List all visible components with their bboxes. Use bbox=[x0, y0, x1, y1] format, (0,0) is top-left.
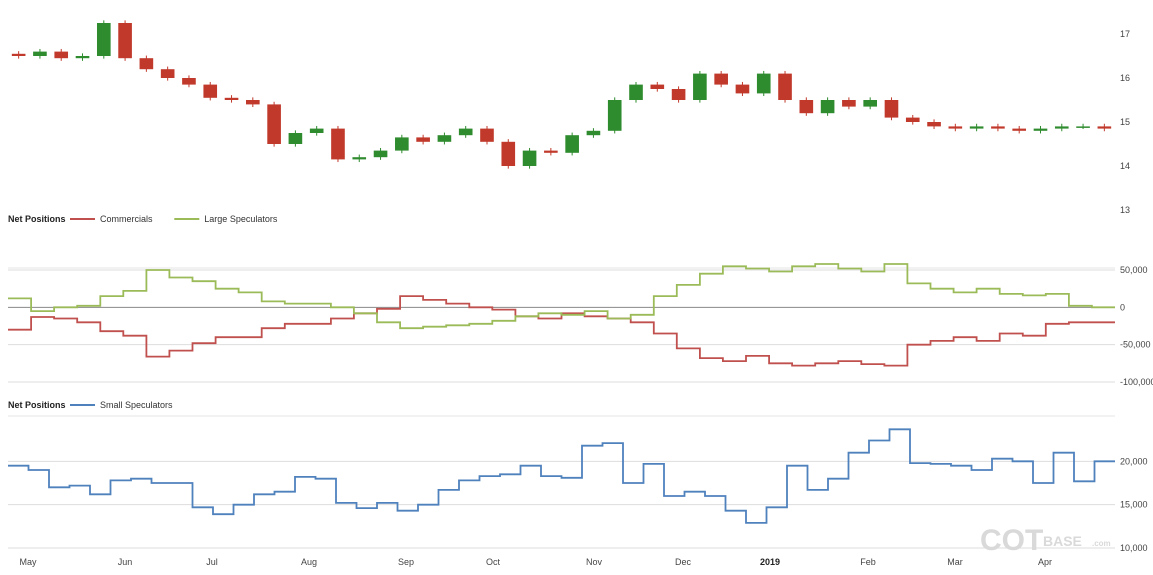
watermark-text: .com bbox=[1092, 539, 1111, 548]
candle-body bbox=[735, 84, 750, 94]
candle-body bbox=[352, 157, 367, 160]
candle-body bbox=[1054, 126, 1069, 129]
candle-body bbox=[629, 84, 643, 100]
candle-body bbox=[693, 73, 707, 100]
candle-body bbox=[395, 137, 409, 151]
candle-body bbox=[416, 137, 430, 142]
candle-body bbox=[33, 51, 47, 56]
x-axis-label: Sep bbox=[398, 557, 414, 567]
legend-title: Net Positions bbox=[8, 400, 66, 410]
price-tick-label: 17 bbox=[1120, 29, 1130, 39]
candle-body bbox=[331, 128, 345, 160]
candle-body bbox=[799, 100, 814, 114]
candle-body bbox=[501, 141, 516, 166]
candle-body bbox=[586, 130, 601, 136]
candle-body bbox=[842, 100, 856, 107]
net-tick-label: 0 bbox=[1120, 302, 1125, 312]
net-positions-panel-2: Net Positions Small Speculators 20,000 15,0… bbox=[8, 400, 1148, 553]
price-panel: 17 16 15 14 13 bbox=[11, 20, 1130, 215]
candle-body bbox=[714, 73, 728, 85]
candle-body bbox=[437, 135, 452, 142]
x-axis-label: Dec bbox=[675, 557, 692, 567]
price-tick-label: 16 bbox=[1120, 73, 1130, 83]
candle-body bbox=[1033, 128, 1048, 131]
legend-title: Net Positions bbox=[8, 214, 66, 224]
candle-body bbox=[160, 69, 175, 78]
candle-body bbox=[650, 84, 665, 89]
candle-body bbox=[544, 150, 558, 153]
x-axis-label: Jun bbox=[118, 557, 133, 567]
legend-label: Commercials bbox=[100, 214, 153, 224]
candle-body bbox=[288, 133, 303, 144]
candle-body bbox=[778, 73, 792, 100]
candle-body bbox=[458, 128, 473, 136]
series-line bbox=[8, 295, 1115, 367]
price-tick-label: 13 bbox=[1120, 205, 1130, 215]
candle-body bbox=[75, 56, 90, 59]
watermark-logo: COT BASE .com bbox=[980, 524, 1111, 557]
net-tick-label: 50,000 bbox=[1120, 265, 1148, 275]
candle-body bbox=[11, 53, 26, 56]
x-axis-label: Jul bbox=[206, 557, 218, 567]
price-tick-label: 14 bbox=[1120, 161, 1130, 171]
price-tick-label: 15 bbox=[1120, 117, 1130, 127]
candle-body bbox=[991, 126, 1005, 129]
candle-body bbox=[905, 117, 920, 122]
x-axis-label: Oct bbox=[486, 557, 501, 567]
candle-body bbox=[884, 100, 899, 118]
candle-body bbox=[863, 100, 877, 107]
net-positions-panel-1: Net Positions Commercials Large Speculator… bbox=[8, 214, 1153, 387]
candle-body bbox=[671, 89, 686, 100]
candle-body bbox=[373, 150, 388, 158]
x-axis-label: Apr bbox=[1038, 557, 1052, 567]
candle-body bbox=[246, 100, 260, 105]
candle-body bbox=[267, 104, 281, 144]
candle-body bbox=[948, 126, 963, 129]
candle-body bbox=[522, 150, 537, 166]
candle-body bbox=[969, 126, 984, 129]
net-tick-label: 20,000 bbox=[1120, 456, 1148, 466]
candle-body bbox=[224, 97, 239, 100]
net-tick-label: 15,000 bbox=[1120, 500, 1148, 510]
x-axis-label: Aug bbox=[301, 557, 317, 567]
x-axis-label: May bbox=[19, 557, 37, 567]
candle-body bbox=[565, 135, 579, 153]
candle-body bbox=[607, 100, 622, 131]
series-line bbox=[8, 428, 1115, 524]
candle-body bbox=[820, 100, 835, 114]
net-tick-label: 10,000 bbox=[1120, 543, 1148, 553]
candle-body bbox=[480, 128, 494, 142]
candle-body bbox=[182, 78, 196, 85]
watermark-text: BASE bbox=[1043, 533, 1082, 549]
x-axis-label: Feb bbox=[860, 557, 876, 567]
candle-body bbox=[118, 23, 132, 59]
series-line bbox=[8, 263, 1115, 330]
candle-body bbox=[927, 122, 941, 127]
candle-body bbox=[54, 51, 69, 59]
x-axis-label: 2019 bbox=[760, 557, 780, 567]
net-tick-label: -50,000 bbox=[1120, 340, 1151, 350]
candle-body bbox=[309, 128, 324, 133]
x-axis-label: Mar bbox=[947, 557, 963, 567]
legend-label: Small Speculators bbox=[100, 400, 173, 410]
net-tick-label: -100,000 bbox=[1120, 377, 1153, 387]
candle-body bbox=[1012, 128, 1027, 131]
candle-body bbox=[1097, 126, 1112, 129]
candle-body bbox=[96, 23, 111, 56]
x-axis-label: Nov bbox=[586, 557, 603, 567]
candle-body bbox=[139, 58, 154, 70]
legend-label: Large Speculators bbox=[204, 214, 278, 224]
candle-body bbox=[203, 84, 218, 98]
candle-body bbox=[756, 73, 771, 94]
x-axis: May Jun Jul Aug Sep Oct Nov Dec 2019 Feb Mar Apr bbox=[19, 557, 1052, 567]
candle-body bbox=[1076, 126, 1090, 128]
watermark-text: COT bbox=[980, 524, 1043, 557]
